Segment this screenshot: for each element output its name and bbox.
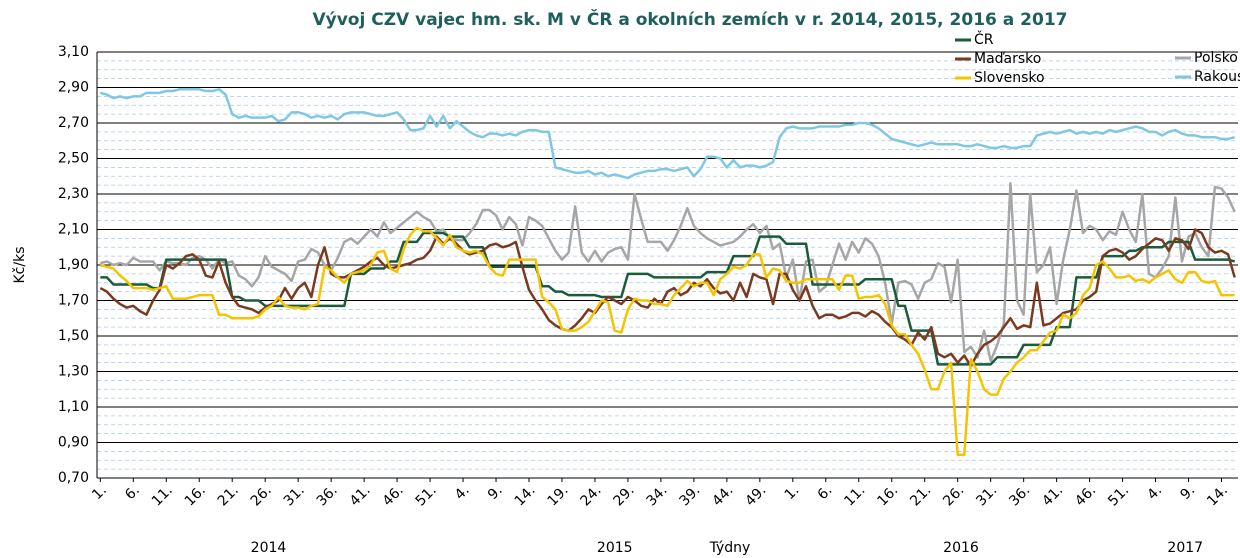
x-tick-label: 41. [347, 482, 374, 509]
y-tick-label: 1,10 [58, 399, 89, 415]
x-tick-label: 34. [644, 482, 671, 509]
x-tick-label: 39. [676, 482, 703, 509]
x-tick-label: 21. [907, 482, 934, 509]
x-tick-label: 14. [1204, 482, 1231, 509]
y-axis-title: Kč/ks [12, 247, 28, 284]
y-tick-label: 0,90 [58, 435, 89, 451]
y-tick-label: 2,90 [58, 80, 89, 96]
series-line [99, 88, 1236, 180]
year-label: 2017 [1167, 540, 1203, 556]
x-tick-label: 41. [1039, 482, 1066, 509]
y-tick-label: 1,90 [58, 257, 89, 273]
x-tick-label: 1. [782, 482, 803, 503]
legend-label: Rakousko [1194, 69, 1240, 85]
y-tick-label: 2,50 [58, 151, 89, 167]
x-tick-label: 11. [149, 482, 176, 509]
x-tick-label: 9. [1177, 482, 1198, 503]
y-tick-label: 2,70 [58, 115, 89, 131]
y-tick-label: 2,10 [58, 222, 89, 238]
series-line [99, 226, 1235, 457]
x-tick-label: 1. [89, 482, 110, 503]
y-tick-label: 1,30 [58, 364, 89, 380]
x-tick-label: 26. [248, 482, 275, 509]
x-tick-label: 4. [452, 482, 473, 503]
x-tick-label: 49. [742, 482, 769, 509]
x-tick-label: 4. [1144, 482, 1165, 503]
x-tick-label: 29. [611, 482, 638, 509]
x-axis-title: Týdny [709, 540, 751, 556]
x-tick-label: 14. [512, 482, 539, 509]
year-label: 2015 [597, 540, 633, 556]
x-tick-label: 51. [1105, 482, 1132, 509]
x-tick-label: 19. [545, 482, 572, 509]
x-tick-label: 16. [182, 482, 209, 509]
year-label: 2016 [943, 540, 979, 556]
x-tick-label: 51. [413, 482, 440, 509]
x-tick-label: 26. [940, 482, 967, 509]
legend-label: ČR [974, 30, 994, 48]
x-tick-label: 31. [973, 482, 1000, 509]
x-tick-label: 36. [314, 482, 341, 509]
legend-label: Slovensko [974, 70, 1045, 86]
y-tick-label: 2,30 [58, 186, 89, 202]
x-tick-label: 24. [578, 482, 605, 509]
legend-label: Polsko [1194, 50, 1238, 66]
x-tick-label: 6. [815, 482, 836, 503]
series-line [99, 228, 1236, 368]
x-tick-label: 36. [1006, 482, 1033, 509]
x-tick-label: 9. [485, 482, 506, 503]
x-tick-label: 31. [281, 482, 308, 509]
year-label: 2014 [251, 540, 287, 556]
series-line [99, 182, 1236, 363]
y-tick-label: 3,10 [58, 44, 89, 60]
legend-label: Maďarsko [974, 51, 1041, 67]
y-tick-label: 1,50 [58, 328, 89, 344]
x-tick-label: 11. [841, 482, 868, 509]
x-tick-label: 46. [1072, 482, 1099, 509]
x-tick-label: 44. [709, 482, 736, 509]
x-tick-label: 46. [380, 482, 407, 509]
x-tick-label: 16. [874, 482, 901, 509]
x-tick-label: 6. [122, 482, 143, 503]
y-tick-label: 1,70 [58, 293, 89, 309]
x-tick-label: 21. [215, 482, 242, 509]
y-tick-label: 0,70 [58, 470, 89, 486]
chart-title: Vývoj CZV vajec hm. sk. M v ČR a okolníc… [312, 8, 1067, 30]
